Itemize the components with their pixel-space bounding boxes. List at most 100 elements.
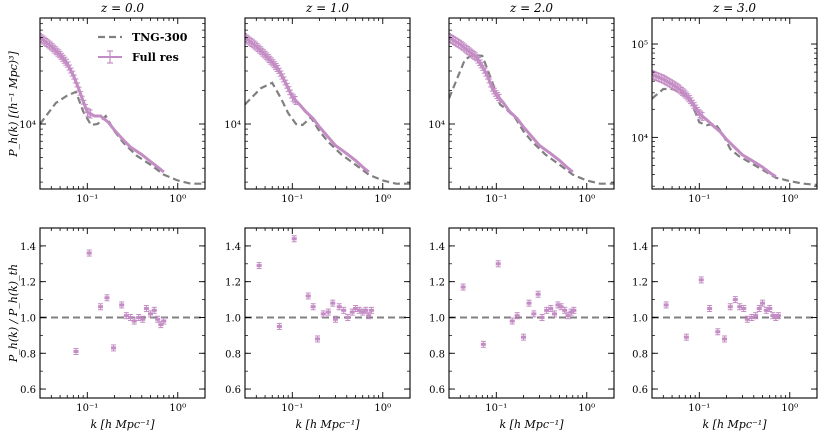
y-tick-label: 1.2 bbox=[225, 278, 241, 289]
ratio-point bbox=[460, 285, 466, 289]
x-tick-label: 10⁻¹ bbox=[281, 403, 303, 414]
plot-area bbox=[40, 249, 205, 355]
ratio-point bbox=[140, 317, 146, 321]
bottom-panel-3: 0.6 0.8 1.0 1.2 1.4 10⁻¹ 10⁰ k [h Mpc⁻¹] bbox=[429, 227, 615, 431]
y-tick-label: 1.4 bbox=[20, 242, 36, 253]
panel-frame bbox=[244, 17, 411, 190]
ratio-point bbox=[732, 298, 738, 302]
ratio-point bbox=[514, 314, 520, 318]
y-tick-label: 1.4 bbox=[429, 242, 445, 253]
ratio-point bbox=[360, 310, 366, 314]
bottom-panel-4: 0.6 0.8 1.0 1.2 1.4 10⁻¹ 10⁰ k [h Mpc⁻¹] bbox=[632, 227, 818, 431]
ratio-point bbox=[495, 262, 501, 266]
y-tick-label: 0.8 bbox=[225, 349, 241, 360]
legend-tng300-label: TNG-300 bbox=[132, 31, 188, 44]
tng300-line bbox=[449, 53, 614, 185]
top-panel-2: z = 1.0 10⁴ 10⁻¹ 10⁰ bbox=[224, 1, 411, 205]
top-panel-1: z = 0.0 10⁴ 10⁻¹ 10⁰ TNG-300 Full res bbox=[19, 1, 206, 205]
ratio-point bbox=[544, 308, 550, 312]
ratio-point bbox=[353, 307, 359, 311]
y-tick-label: 10⁴ bbox=[631, 133, 648, 144]
ratio-point bbox=[558, 305, 564, 309]
y-tick-label: 1.0 bbox=[225, 313, 241, 324]
y-tick-label: 10⁴ bbox=[224, 120, 241, 131]
ratio-point bbox=[356, 308, 362, 312]
ratio-point bbox=[526, 301, 532, 305]
ratio-point bbox=[119, 303, 125, 307]
ratio-point bbox=[368, 308, 374, 312]
tng300-line bbox=[245, 81, 410, 185]
x-axis-label: k [h Mpc⁻¹] bbox=[295, 418, 360, 431]
ratio-point bbox=[315, 337, 321, 341]
ratio-point bbox=[767, 307, 773, 311]
ratio-point bbox=[683, 335, 689, 339]
ratio-point bbox=[123, 314, 129, 318]
panel-title: z = 1.0 bbox=[305, 1, 349, 15]
ratio-point bbox=[131, 319, 137, 323]
x-axis-label: k [h Mpc⁻¹] bbox=[702, 418, 767, 431]
ratio-point bbox=[98, 305, 104, 309]
ratio-point bbox=[509, 319, 515, 323]
ratio-point bbox=[741, 307, 747, 311]
x-tick-label: 10⁰ bbox=[578, 403, 595, 414]
ratio-point bbox=[336, 305, 342, 309]
ratio-point bbox=[663, 303, 669, 307]
x-tick-label: 10⁻¹ bbox=[76, 194, 98, 205]
panel-frame bbox=[651, 227, 818, 399]
x-tick-label: 10⁰ bbox=[578, 194, 595, 205]
panel-title: z = 0.0 bbox=[100, 1, 144, 15]
ratio-point bbox=[773, 315, 779, 319]
y-tick-label: 10⁴ bbox=[19, 120, 36, 131]
y-tick-label: 10⁵ bbox=[631, 40, 648, 51]
ratio-point bbox=[148, 312, 154, 316]
y-tick-label: 1.0 bbox=[20, 313, 36, 324]
y-tick-label: 1.2 bbox=[632, 278, 648, 289]
y-tick-label: 1.4 bbox=[225, 242, 241, 253]
ratio-point bbox=[775, 314, 781, 318]
y-tick-label: 0.6 bbox=[429, 385, 445, 396]
ratio-point bbox=[155, 317, 161, 321]
y-tick-label: 10⁴ bbox=[428, 120, 445, 131]
panel-title: z = 3.0 bbox=[712, 1, 756, 15]
ratio-point bbox=[552, 312, 558, 316]
ratio-point bbox=[256, 264, 262, 268]
ratio-point bbox=[341, 308, 347, 312]
y-tick-label: 1.0 bbox=[429, 313, 445, 324]
ratio-point bbox=[363, 308, 369, 312]
bottom-y-axis-label: P_h(k) / P_h(k)_th bbox=[7, 264, 20, 363]
panel-frame bbox=[448, 227, 615, 399]
ratio-point bbox=[330, 301, 336, 305]
top-panel-4: z = 3.0 10⁴ 10⁵ 10⁻¹ 10⁰ bbox=[631, 1, 818, 205]
x-tick-label: 10⁻¹ bbox=[688, 194, 710, 205]
y-tick-label: 1.4 bbox=[632, 242, 648, 253]
ratio-point bbox=[158, 323, 164, 327]
x-axis-label: k [h Mpc⁻¹] bbox=[90, 418, 155, 431]
y-tick-label: 0.8 bbox=[632, 349, 648, 360]
ratio-point bbox=[698, 278, 704, 282]
panel-frame bbox=[244, 227, 411, 399]
y-tick-label: 1.2 bbox=[20, 278, 36, 289]
ratio-point bbox=[562, 308, 568, 312]
ratio-point bbox=[136, 315, 142, 319]
panel-title: z = 2.0 bbox=[509, 1, 553, 15]
ratio-point bbox=[325, 310, 331, 314]
ratio-point bbox=[763, 308, 769, 312]
y-tick-label: 0.6 bbox=[225, 385, 241, 396]
top-y-axis-label: P_h(k) [(h⁻¹ Mpc)³] bbox=[7, 51, 20, 158]
plot-area bbox=[652, 276, 817, 343]
ratio-point bbox=[531, 312, 537, 316]
ratio-point bbox=[480, 342, 486, 346]
ratio-point bbox=[305, 294, 311, 298]
ratio-point bbox=[310, 305, 316, 309]
ratio-point bbox=[568, 310, 574, 314]
x-tick-label: 10⁻¹ bbox=[281, 194, 303, 205]
ratio-point bbox=[127, 315, 133, 319]
ratio-point bbox=[749, 315, 755, 319]
ratio-point bbox=[291, 237, 297, 241]
full-res-line bbox=[652, 73, 777, 178]
bottom-panel-2: 0.6 0.8 1.0 1.2 1.4 10⁻¹ 10⁰ k [h Mpc⁻¹] bbox=[225, 227, 411, 431]
ratio-point bbox=[722, 337, 728, 341]
ratio-point bbox=[276, 324, 282, 328]
ratio-point bbox=[555, 303, 561, 307]
